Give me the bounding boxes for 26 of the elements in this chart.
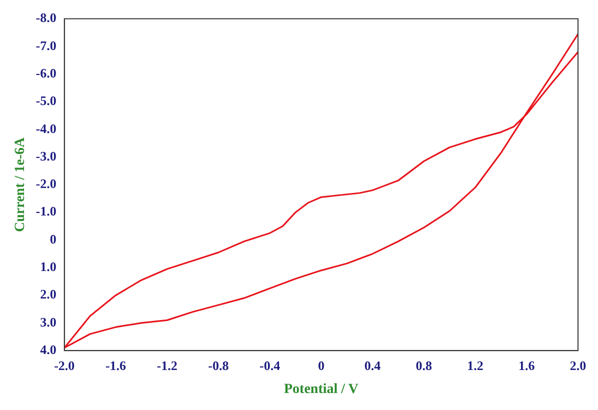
y-tick-label: -3.0 [36,148,56,164]
y-tick-label: 4.0 [40,342,56,357]
x-tick-label: -1.2 [156,358,178,373]
y-axis-title: Current / 1e-6A [13,136,28,232]
x-tick-label: 0.8 [416,358,433,373]
y-tick-label: 3.0 [40,314,56,330]
x-tick-label: -1.6 [105,358,127,373]
y-tick-label: -7.0 [36,38,56,53]
y-tick-label: -2.0 [36,176,56,192]
y-tick-label: -8.0 [36,10,56,26]
x-tick-label: 1.6 [518,358,536,373]
y-tick-label: -4.0 [36,120,56,136]
y-tick-label: -5.0 [36,93,56,108]
x-tick-label: -2.0 [54,358,75,373]
x-tick-label: 0.4 [364,358,382,373]
x-tick-label: 1.2 [467,358,484,373]
y-tick-label: 0 [50,231,56,246]
x-tick-label: 2.0 [570,358,586,373]
y-tick-label: -6.0 [36,65,56,80]
x-tick-label: 0 [318,358,324,373]
x-tick-label: -0.4 [260,358,281,373]
y-tick-label: 1.0 [40,259,56,274]
y-tick-label: -1.0 [36,204,56,219]
y-tick-label: 2.0 [40,286,56,302]
x-tick-label: -0.8 [208,358,230,373]
x-axis-title: Potential / V [284,382,358,398]
